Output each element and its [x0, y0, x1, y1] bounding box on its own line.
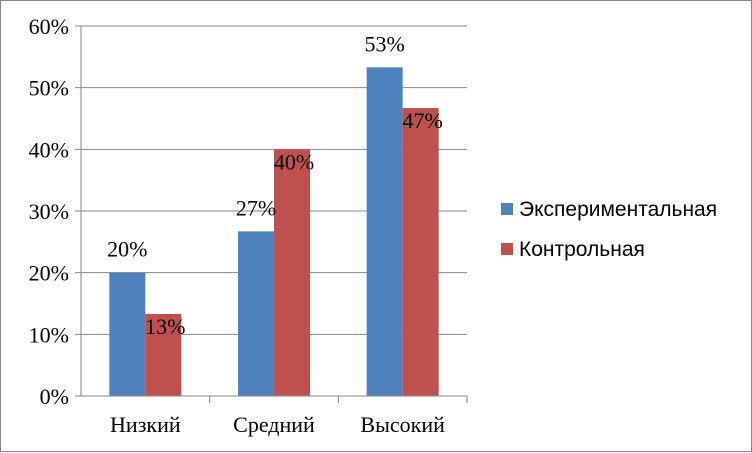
y-tick-label: 10% [29, 322, 69, 347]
data-label: 47% [403, 108, 443, 133]
data-label: 20% [107, 237, 147, 262]
y-tick-label: 0% [40, 384, 69, 409]
y-tick-label: 60% [29, 14, 69, 39]
x-category-label: Высокий [360, 412, 445, 437]
y-axis-ticks: 0% 10% 20% 30% 40% 50% 60% [29, 14, 81, 409]
legend-swatch [501, 203, 513, 215]
x-category-label: Низкий [110, 412, 181, 437]
data-label: 27% [236, 195, 276, 220]
legend: Экспериментальная Контрольная [501, 198, 717, 261]
bar-experimental [238, 231, 274, 396]
bar-experimental [109, 272, 146, 396]
bar-control [274, 149, 310, 396]
axes [80, 26, 467, 397]
data-label: 53% [365, 31, 405, 56]
bars [109, 67, 439, 397]
y-tick-label: 40% [29, 137, 69, 162]
x-axis-categories: Низкий Средний Высокий [110, 396, 468, 437]
bar-experimental [366, 67, 403, 397]
bar-control [402, 108, 439, 397]
data-label: 40% [274, 149, 314, 174]
y-tick-label: 30% [29, 199, 69, 224]
y-tick-label: 50% [29, 76, 69, 101]
y-tick-label: 20% [29, 261, 69, 286]
bar-control [145, 313, 182, 396]
data-label: 13% [145, 314, 185, 339]
legend-label: Экспериментальная [519, 198, 717, 221]
x-category-label: Средний [233, 412, 315, 437]
data-labels: 20% 13% 27% 40% 53% 47% [107, 31, 443, 339]
legend-label: Контрольная [519, 238, 645, 261]
legend-swatch [501, 243, 513, 255]
